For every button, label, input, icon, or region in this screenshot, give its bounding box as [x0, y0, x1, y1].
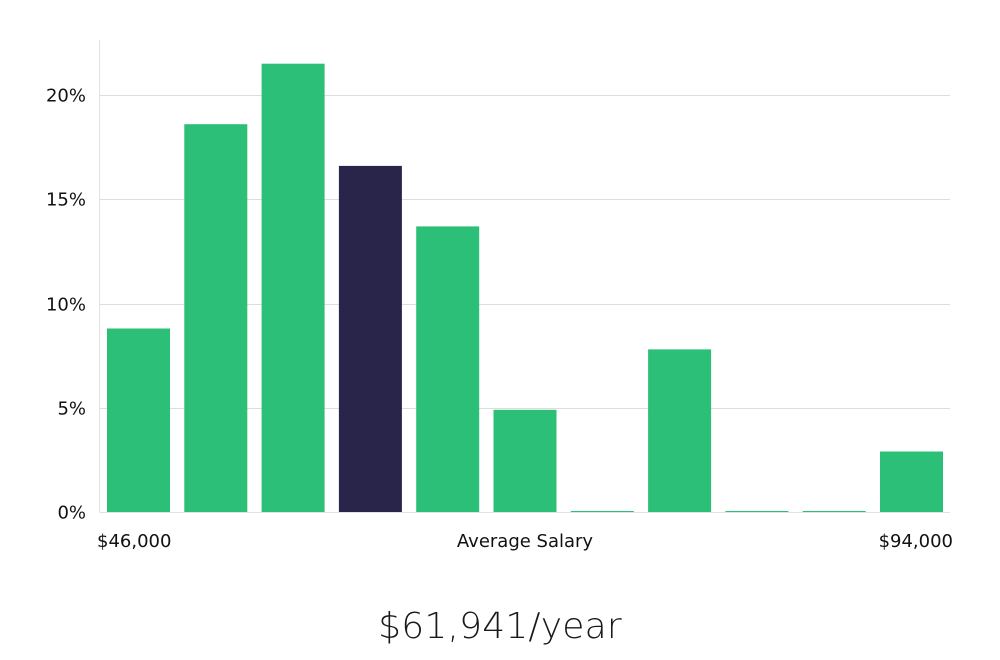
y-tick-label: 10% [46, 295, 86, 316]
average-salary-summary: $61,941/year [378, 606, 622, 647]
y-tick-label: 20% [46, 86, 86, 107]
bar [570, 511, 634, 512]
x-max-label: $94,000 [879, 531, 953, 552]
bar [880, 451, 943, 512]
bar [802, 511, 866, 512]
bar [493, 409, 557, 512]
bar [648, 349, 712, 512]
bar [416, 226, 480, 512]
bars [107, 63, 943, 512]
x-min-label: $46,000 [97, 531, 171, 552]
bar [261, 63, 325, 512]
x-axis-title: Average Salary [457, 531, 594, 552]
bar [725, 511, 789, 512]
y-tick-label: 0% [57, 503, 86, 524]
y-tick-label: 5% [57, 399, 86, 420]
y-tick-label: 15% [46, 190, 86, 211]
bar [107, 328, 170, 512]
bar [184, 124, 248, 512]
y-tick-labels: 0% 5% 10% 15% 20% [46, 86, 86, 524]
bar-highlight [338, 165, 402, 512]
salary-histogram: 0% 5% 10% 15% 20% $46,000 Average Salary $94… [46, 40, 953, 552]
